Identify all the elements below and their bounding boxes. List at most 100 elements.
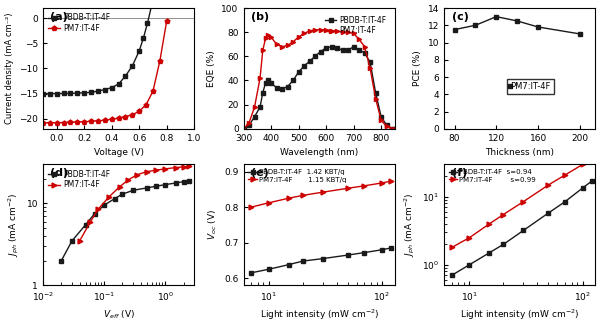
PBDB-T:IT-4F [251,115,258,119]
PM7:IT-4F [143,170,151,174]
PM7:IT-4F [80,120,88,124]
PM7:IT-4F [122,115,129,119]
PBDB-T:IT-4F [60,92,67,95]
PBDB-T:IT-4F [130,188,137,192]
Line: PBDB-T:IT-4F: PBDB-T:IT-4F [59,178,192,263]
PM7:IT-4F [339,30,346,34]
PBDB-T:IT-4F [68,239,76,243]
Legend: PBDB-T:IT-4F  s=0.94, PM7:IT-4F        s=0.99: PBDB-T:IT-4F s=0.94, PM7:IT-4F s=0.99 [448,168,538,184]
PM7:IT-4F [60,121,67,125]
PM7:IT-4F [278,45,286,49]
PM7:IT-4F [152,168,159,172]
PM7:IT-4F [289,40,296,44]
PBDB-T:IT-4F [311,54,319,58]
X-axis label: Voltage (V): Voltage (V) [94,148,143,157]
Line: PM7:IT-4F: PM7:IT-4F [241,28,397,131]
PBDB-T:IT-4F [100,203,107,207]
PBDB-T:IT-4F [245,123,253,127]
PBDB-T:IT-4F [80,91,88,95]
Text: (b): (b) [251,12,269,22]
PM7:IT-4F [372,97,379,101]
Text: (e): (e) [251,168,269,178]
PBDB-T:IT-4F [122,74,129,78]
PM7:IT-4F [87,220,94,224]
PBDB-T:IT-4F [391,127,398,131]
PBDB-T:IT-4F [273,86,280,90]
PM7:IT-4F [328,29,335,33]
PBDB-T:IT-4F [339,48,346,52]
PM7:IT-4F [161,167,169,171]
Line: PBDB-T:IT-4F: PBDB-T:IT-4F [241,44,397,131]
PBDB-T:IT-4F [115,82,122,86]
PBDB-T:IT-4F [88,90,95,94]
PBDB-T:IT-4F [306,59,313,63]
PM7:IT-4F [74,120,81,124]
PBDB-T:IT-4F [108,86,115,90]
PM7:IT-4F [265,33,272,37]
PBDB-T:IT-4F [317,50,324,54]
PBDB-T:IT-4F [148,4,155,8]
PBDB-T:IT-4F [144,21,151,25]
X-axis label: Thickness (nm): Thickness (nm) [485,148,554,157]
PBDB-T:IT-4F [94,89,101,93]
PBDB-T:IT-4F [268,81,275,85]
Y-axis label: EQE (%): EQE (%) [207,50,216,87]
Line: PM7:IT-4F: PM7:IT-4F [77,164,192,243]
PM7:IT-4F [391,127,398,131]
Text: (d): (d) [50,168,68,178]
PM7:IT-4F [76,239,83,243]
PBDB-T:IT-4F [259,91,266,95]
PM7:IT-4F [334,29,341,33]
PM7:IT-4F [322,28,329,32]
PM7:IT-4F [105,195,112,199]
PBDB-T:IT-4F [172,181,179,185]
PBDB-T:IT-4F [240,127,247,131]
PM7:IT-4F [180,165,187,169]
PM7:IT-4F [251,105,258,109]
PBDB-T:IT-4F [53,92,60,95]
X-axis label: Wavelength (nm): Wavelength (nm) [280,148,358,157]
PBDB-T:IT-4F [143,186,151,190]
PM7:IT-4F [350,31,357,35]
Line: PM7:IT-4F: PM7:IT-4F [41,18,169,125]
PBDB-T:IT-4F [40,92,47,95]
PBDB-T:IT-4F [328,45,335,49]
PM7:IT-4F [383,125,390,129]
Legend: PBDB-T:IT-4F  1.42 KBT/q, PM7:IT-4F       1.15 KBT/q: PBDB-T:IT-4F 1.42 KBT/q, PM7:IT-4F 1.15 … [247,168,347,184]
Text: (c): (c) [452,12,469,22]
PBDB-T:IT-4F [129,64,136,68]
PM7:IT-4F [361,45,368,49]
Y-axis label: $J_{ph}$ (mA cm$^{-2}$): $J_{ph}$ (mA cm$^{-2}$) [402,193,416,257]
PBDB-T:IT-4F [344,48,352,52]
PM7:IT-4F [344,30,352,34]
PM7:IT-4F [273,42,280,46]
Text: (f): (f) [452,168,467,178]
PM7:IT-4F [256,76,263,80]
PM7:IT-4F [101,118,109,122]
PM7:IT-4F [268,35,275,39]
PM7:IT-4F [156,59,163,63]
PM7:IT-4F [306,29,313,33]
PBDB-T:IT-4F [91,212,98,216]
PBDB-T:IT-4F [101,88,109,92]
Y-axis label: $V_{oc}$ (V): $V_{oc}$ (V) [206,209,219,240]
PBDB-T:IT-4F [389,127,396,131]
PM7:IT-4F [94,119,101,123]
PBDB-T:IT-4F [356,48,363,52]
PM7:IT-4F [311,28,319,32]
PBDB-T:IT-4F [383,123,390,127]
Y-axis label: $J_{ph}$ (mA cm$^{-2}$): $J_{ph}$ (mA cm$^{-2}$) [7,193,21,257]
PM7:IT-4F [149,89,157,93]
PBDB-T:IT-4F [136,49,143,53]
PM7:IT-4F [389,127,396,131]
PM7:IT-4F [317,28,324,32]
PM7:IT-4F [259,48,266,52]
PBDB-T:IT-4F [284,85,291,89]
PM7:IT-4F [377,118,385,122]
PM7:IT-4F [262,36,269,40]
PM7:IT-4F [40,121,47,125]
Y-axis label: Current density (mA cm⁻²): Current density (mA cm⁻²) [5,13,14,124]
PBDB-T:IT-4F [295,70,302,74]
PM7:IT-4F [186,164,193,168]
Legend: PM7:IT-4F: PM7:IT-4F [507,79,554,95]
